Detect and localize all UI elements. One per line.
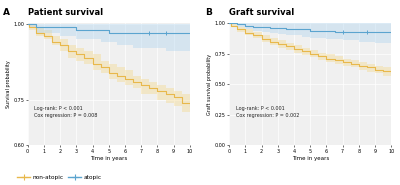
Text: Log-rank: P < 0.001
Cox regression: P = 0.008: Log-rank: P < 0.001 Cox regression: P = … — [34, 106, 98, 118]
Text: Log-rank: P < 0.001
Cox regression: P = 0.002: Log-rank: P < 0.001 Cox regression: P = … — [236, 106, 299, 118]
X-axis label: Time in years: Time in years — [292, 156, 329, 161]
X-axis label: Time in years: Time in years — [90, 156, 128, 161]
Y-axis label: Graft survival probability: Graft survival probability — [207, 53, 212, 115]
Text: A: A — [3, 8, 10, 17]
Text: Patient survival: Patient survival — [28, 8, 103, 17]
Point — [364, 30, 370, 33]
Point — [162, 32, 169, 35]
Point — [340, 30, 346, 33]
Point — [146, 32, 152, 35]
Y-axis label: Survival probability: Survival probability — [6, 60, 10, 108]
Text: B: B — [205, 8, 212, 17]
Text: Graft survival: Graft survival — [229, 8, 294, 17]
Legend: non-atopic, atopic: non-atopic, atopic — [15, 172, 104, 182]
